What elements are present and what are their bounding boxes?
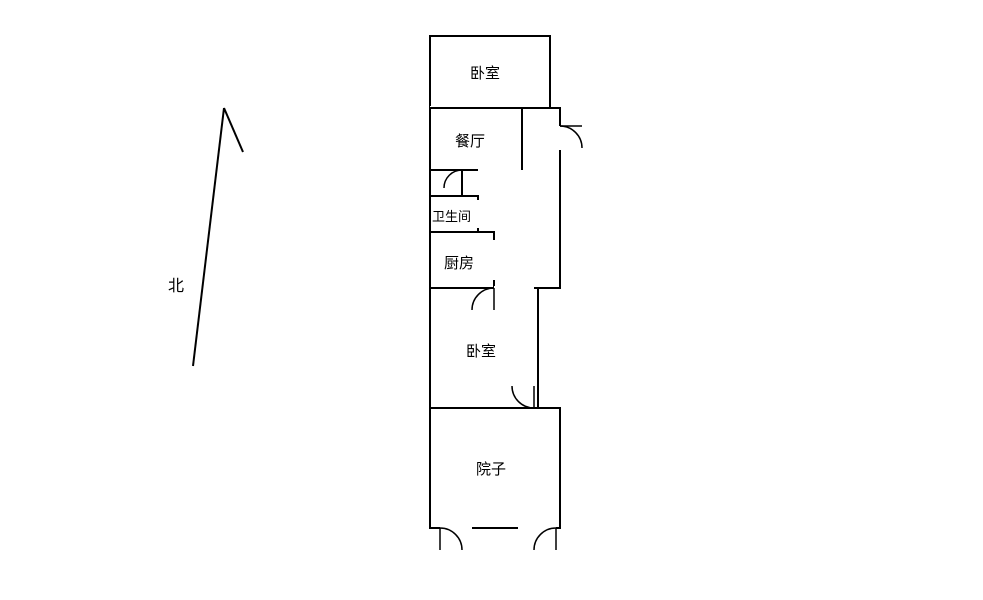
room-label-bedroom-top: 卧室 xyxy=(470,62,500,83)
room-label-bathroom: 卫生间 xyxy=(432,206,471,225)
room-label-kitchen: 厨房 xyxy=(444,252,474,273)
floorplan-svg xyxy=(0,0,983,600)
room-label-yard: 院子 xyxy=(476,458,506,479)
floorplan-canvas: 北 xyxy=(0,0,983,600)
room-label-bedroom-mid: 卧室 xyxy=(466,340,496,361)
room-label-dining: 餐厅 xyxy=(455,130,485,151)
